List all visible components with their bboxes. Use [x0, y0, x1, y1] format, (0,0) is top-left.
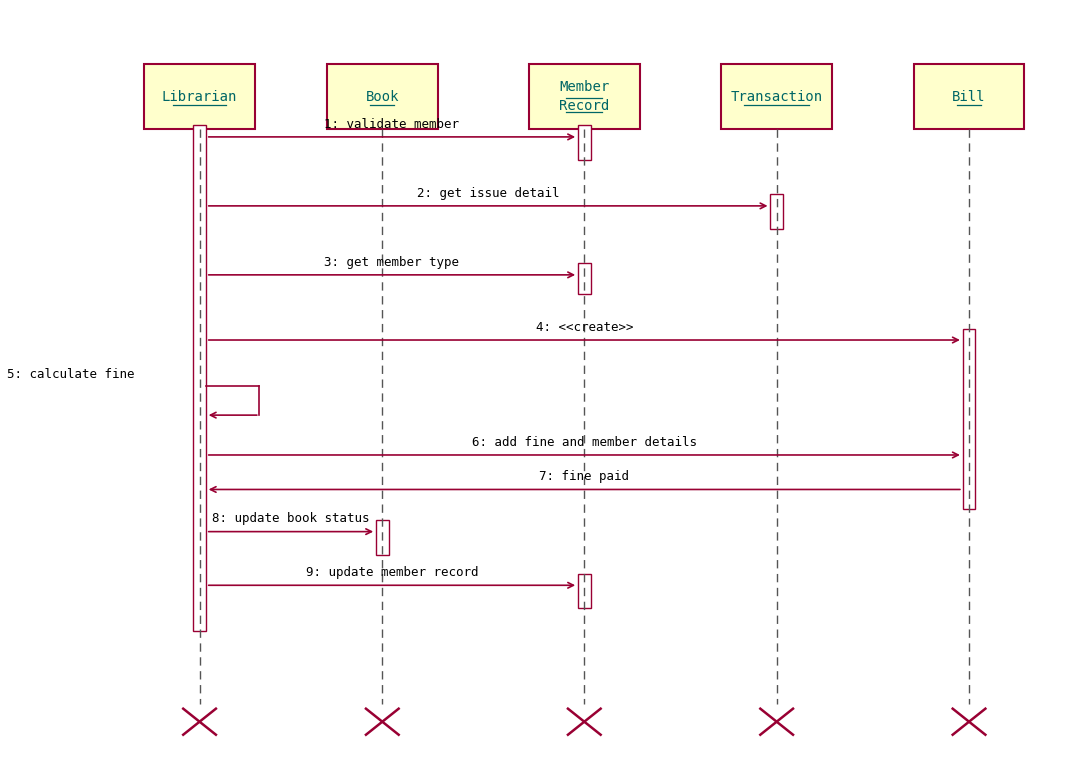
Text: 4: <<create>>: 4: <<create>> [535, 321, 633, 334]
Text: 5: calculate fine: 5: calculate fine [7, 368, 135, 381]
Bar [914, 64, 1024, 129]
Text: 7: fine paid: 7: fine paid [539, 470, 629, 483]
Text: 1: validate member: 1: validate member [325, 118, 459, 130]
Bar [721, 64, 832, 129]
Text: 6: add fine and member details: 6: add fine and member details [472, 436, 696, 449]
Text: 9: update member record: 9: update member record [305, 566, 478, 579]
Text: Transaction: Transaction [731, 90, 822, 103]
Bar [578, 125, 591, 160]
Bar [529, 64, 640, 129]
Bar [962, 329, 975, 509]
Bar [327, 64, 438, 129]
Text: 8: update book status: 8: update book status [213, 513, 370, 526]
Bar [376, 520, 389, 554]
Text: Book: Book [365, 90, 399, 103]
Bar [144, 64, 255, 129]
Text: 3: get member type: 3: get member type [325, 256, 459, 269]
Text: Member
Record: Member Record [560, 80, 610, 113]
Bar [770, 195, 783, 229]
Bar [193, 125, 206, 631]
Text: Librarian: Librarian [162, 90, 237, 103]
Bar [578, 263, 591, 294]
Bar [578, 574, 591, 608]
Text: Bill: Bill [953, 90, 986, 103]
Text: 2: get issue detail: 2: get issue detail [417, 187, 560, 200]
